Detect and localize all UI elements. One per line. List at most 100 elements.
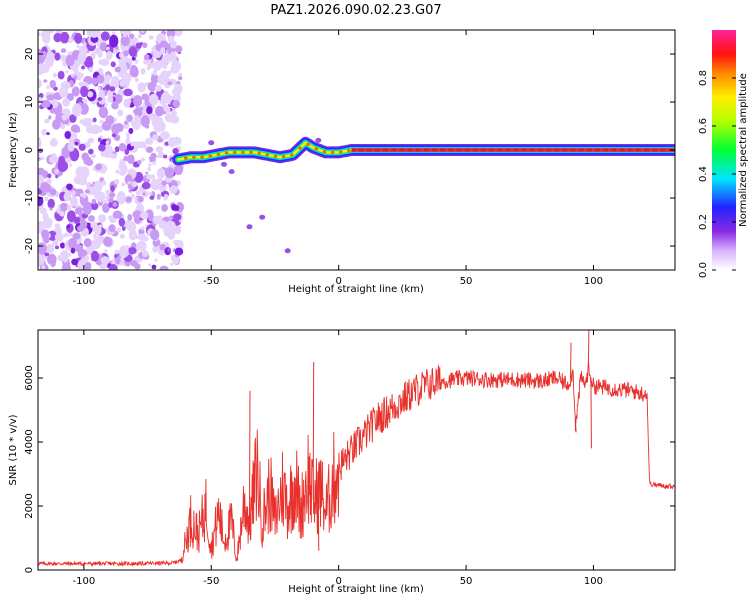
snr-x-tick-label: 100 <box>584 576 603 587</box>
snr-y-tick-label: 4000 <box>24 429 35 454</box>
noise-blob <box>65 70 69 74</box>
noise-blob <box>114 249 120 255</box>
ridge-dot <box>665 148 669 152</box>
noise-blob <box>63 192 71 202</box>
noise-blob <box>113 153 117 158</box>
noise-blob <box>83 156 93 166</box>
ridge-dot <box>550 148 555 152</box>
noise-blob <box>48 115 52 120</box>
noise-blob <box>140 157 145 162</box>
chart-title: PAZ1.2026.090.02.23.G07 <box>270 3 441 18</box>
noise-blob <box>76 44 80 48</box>
noise-blob <box>165 220 176 231</box>
colorbar-tick-label: 0.4 <box>698 166 709 182</box>
noise-blob <box>134 59 139 64</box>
noise-blob <box>152 161 156 165</box>
noise-blob <box>141 250 149 258</box>
noise-blob <box>44 184 52 193</box>
noise-blob <box>170 64 180 74</box>
noise-blob <box>60 48 67 53</box>
ridge-dot <box>534 148 539 152</box>
ridge-dot <box>583 148 588 152</box>
noise-blob <box>52 119 61 130</box>
ridge-dot <box>224 151 229 155</box>
noise-blob <box>41 51 47 56</box>
noise-blob <box>143 60 147 65</box>
noise-blob <box>53 32 62 43</box>
noise-blob <box>59 242 66 249</box>
noise-blob <box>156 204 161 210</box>
ridge-dot <box>289 153 294 157</box>
ridge-dot <box>607 148 612 152</box>
noise-blob <box>51 155 59 162</box>
noise-blob <box>71 258 79 266</box>
ridge-dot <box>314 147 319 151</box>
noise-blob <box>142 42 148 49</box>
colorbar-tick-label: 0.6 <box>698 118 709 134</box>
noise-blob <box>162 62 168 70</box>
spectrogram-y-tick-label: -10 <box>24 190 35 206</box>
noise-blob <box>96 74 105 84</box>
snr-y-tick-label: 0 <box>24 567 35 573</box>
noise-blob <box>152 215 162 225</box>
noise-blob <box>153 71 157 76</box>
noise-blob <box>149 195 155 200</box>
noise-blob <box>69 196 78 207</box>
noise-blob <box>92 233 97 239</box>
spectrogram-x-tick-label: 100 <box>584 276 603 287</box>
noise-blob <box>112 210 123 219</box>
noise-blob <box>41 264 46 270</box>
noise-blob <box>163 229 172 237</box>
noise-blob <box>98 144 106 152</box>
noise-blob <box>66 210 76 223</box>
noise-blob <box>42 170 49 179</box>
ridge-dot <box>485 148 490 152</box>
ridge-dot <box>330 150 335 154</box>
snr-frame <box>37 329 676 571</box>
ridge-dot <box>444 148 449 152</box>
noise-blob <box>91 153 96 159</box>
noise-blob <box>131 181 138 188</box>
noise-blob <box>66 223 74 233</box>
noise-blob <box>70 247 76 254</box>
ridge-dot <box>192 155 196 159</box>
noise-blob <box>130 260 138 267</box>
snr-y-label: SNR (10 * v/v) <box>8 414 19 485</box>
noise-blob <box>170 262 174 266</box>
noise-blob <box>98 106 109 119</box>
noise-blob <box>111 101 119 110</box>
scatter-blob <box>208 140 215 146</box>
noise-blob <box>40 156 45 160</box>
noise-blob <box>116 227 122 233</box>
noise-blob <box>98 59 103 65</box>
noise-blob <box>174 30 183 37</box>
noise-blob <box>115 169 120 174</box>
noise-blob <box>146 173 152 180</box>
noise-blob <box>160 123 165 129</box>
ridge-dot <box>363 148 367 152</box>
ridge-dot <box>640 148 645 152</box>
spectrogram-y-label: Frequency (Hz) <box>8 112 19 188</box>
noise-blob <box>54 245 60 250</box>
noise-blob <box>165 108 171 114</box>
noise-blob <box>125 196 132 203</box>
snr-plot-area <box>38 330 675 567</box>
noise-blob <box>49 188 57 196</box>
noise-blob <box>146 65 151 71</box>
noise-blob <box>61 98 71 107</box>
noise-blob <box>91 198 97 205</box>
noise-blob <box>155 146 164 153</box>
noise-blob <box>99 120 104 124</box>
noise-blob <box>97 97 103 102</box>
snr-trace <box>38 360 675 567</box>
noise-blob <box>61 114 68 121</box>
noise-blob <box>159 265 169 270</box>
noise-blob <box>49 79 57 89</box>
noise-blob <box>68 252 72 257</box>
noise-blob <box>100 256 110 265</box>
noise-blob <box>114 123 124 133</box>
noise-blob <box>43 235 50 244</box>
ridge-dot <box>273 154 278 158</box>
noise-blob <box>124 219 134 230</box>
noise-blob <box>72 103 82 117</box>
